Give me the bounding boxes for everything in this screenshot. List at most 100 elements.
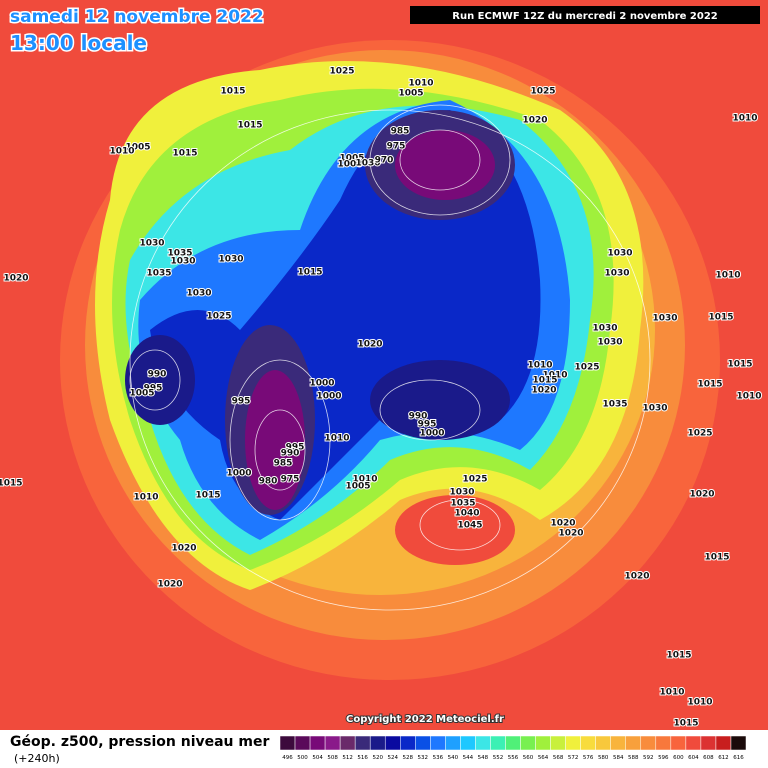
scale-label: 532 [418, 755, 429, 761]
legend-title: Géop. z500, pression niveau mer [10, 734, 269, 750]
scale-label: 600 [673, 755, 684, 761]
scale-label: 536 [433, 755, 444, 761]
isobar-label: 1005 [129, 389, 154, 399]
scale-label: 540 [448, 755, 459, 761]
isobar-label: 1010 [527, 361, 552, 371]
color-swatch [309, 735, 326, 751]
color-swatch [700, 735, 717, 751]
isobar-label: 1025 [206, 312, 231, 322]
isobar-label: 1025 [329, 67, 354, 77]
isobar-label: 995 [232, 397, 251, 407]
color-swatch [384, 735, 401, 751]
isobar-label: 1020 [157, 580, 182, 590]
isobar-label: 995 [286, 443, 305, 453]
isobar-label: 1030 [170, 257, 195, 267]
isobar-label: 975 [281, 475, 300, 485]
low [245, 370, 305, 510]
isobar-label: 1035 [146, 269, 171, 279]
scale-label: 556 [508, 755, 519, 761]
color-swatch [430, 735, 446, 751]
isobar-label: 1015 [666, 651, 691, 661]
isobar-label: 1010 [542, 371, 567, 381]
color-swatch [610, 735, 626, 751]
isobar-label: 995 [144, 384, 163, 394]
isobar-label: 1015 [673, 719, 698, 729]
isobar-label: 1015 [532, 376, 557, 386]
scale-label: 512 [342, 755, 353, 761]
color-swatch [460, 735, 476, 751]
scale-label: 500 [297, 755, 308, 761]
color-swatch [415, 735, 431, 751]
color-swatch [580, 735, 596, 751]
isobar-label: 1020 [550, 519, 575, 529]
isobar-label: 1015 [172, 149, 197, 159]
isobar-label: 1030 [607, 249, 632, 259]
scale-label: 560 [523, 755, 534, 761]
isobar-label: 1025 [462, 475, 487, 485]
legend-lead: (+240h) [14, 752, 60, 765]
color-swatch [685, 735, 702, 751]
isobar-label: 1010 [109, 147, 134, 157]
isobar-label: 1040 [454, 509, 479, 519]
isobar-label: 1000 [337, 160, 362, 170]
run-box [410, 6, 760, 24]
color-swatch [279, 735, 296, 751]
color-swatch [445, 735, 461, 751]
scale-label: 544 [463, 755, 474, 761]
isobar-label: 1005 [345, 482, 370, 492]
isobar-label: 1010 [732, 114, 757, 124]
color-swatch [565, 735, 581, 751]
isobar-label: 1020 [624, 572, 649, 582]
scale-label: 612 [718, 755, 729, 761]
scale-label: 496 [282, 755, 293, 761]
scale-label: 516 [357, 755, 368, 761]
scale-label: 548 [478, 755, 489, 761]
isobar-label: 1010 [324, 434, 349, 444]
isobar-label: 1015 [708, 313, 733, 323]
isobar-label: 980 [259, 477, 278, 487]
scale-label: 564 [538, 755, 549, 761]
isobar-label: 1010 [687, 698, 712, 708]
isobar-label: 1025 [574, 363, 599, 373]
isobar-label: 990 [409, 412, 428, 422]
isobar-label: 1020 [558, 529, 583, 539]
color-swatch [520, 735, 536, 751]
scale-label: 608 [703, 755, 714, 761]
isobar-label: 1015 [237, 121, 262, 131]
isobar-label: 975 [387, 142, 406, 152]
isobar-label: 1030 [186, 289, 211, 299]
colorbar: 496 500 504 508 512 516 520 524 528 532 536 540 544 5… [279, 735, 747, 761]
color-swatch [339, 735, 356, 751]
isobar-label: 1035 [602, 400, 627, 410]
isobar-label: 1035 [167, 249, 192, 259]
scale-label: 580 [598, 755, 609, 761]
isobar-label: 1015 [220, 87, 245, 97]
run-info: Run ECMWF 12Z du mercredi 2 novembre 202… [452, 11, 718, 22]
scale-label: 552 [493, 755, 504, 761]
isobar-label: 1020 [522, 116, 547, 126]
color-swatch [354, 735, 371, 751]
scale-label: 584 [613, 755, 624, 761]
color-swatch [670, 735, 687, 751]
color-swatch [595, 735, 611, 751]
isobar-label: 1005 [339, 154, 364, 164]
isobar-label: 1010 [715, 271, 740, 281]
isobar-label: 1025 [530, 87, 555, 97]
isobar-label: 1030 [139, 239, 164, 249]
color-swatch [369, 735, 386, 751]
scale-label: 588 [628, 755, 639, 761]
low [125, 335, 195, 425]
low [370, 360, 510, 440]
scale-label: 592 [643, 755, 654, 761]
isobar-label: 1010 [659, 688, 684, 698]
isobars [129, 104, 651, 611]
isobar-label: 1015 [195, 491, 220, 501]
isobar-label: 1015 [0, 479, 23, 489]
isobar-label: 985 [274, 459, 293, 469]
copyright: Copyright 2022 Meteociel.fr [346, 714, 504, 725]
color-swatch [535, 735, 551, 751]
isobar-label: 1010 [133, 493, 158, 503]
scale-label: 508 [327, 755, 338, 761]
isobar-label: 1045 [457, 521, 482, 531]
